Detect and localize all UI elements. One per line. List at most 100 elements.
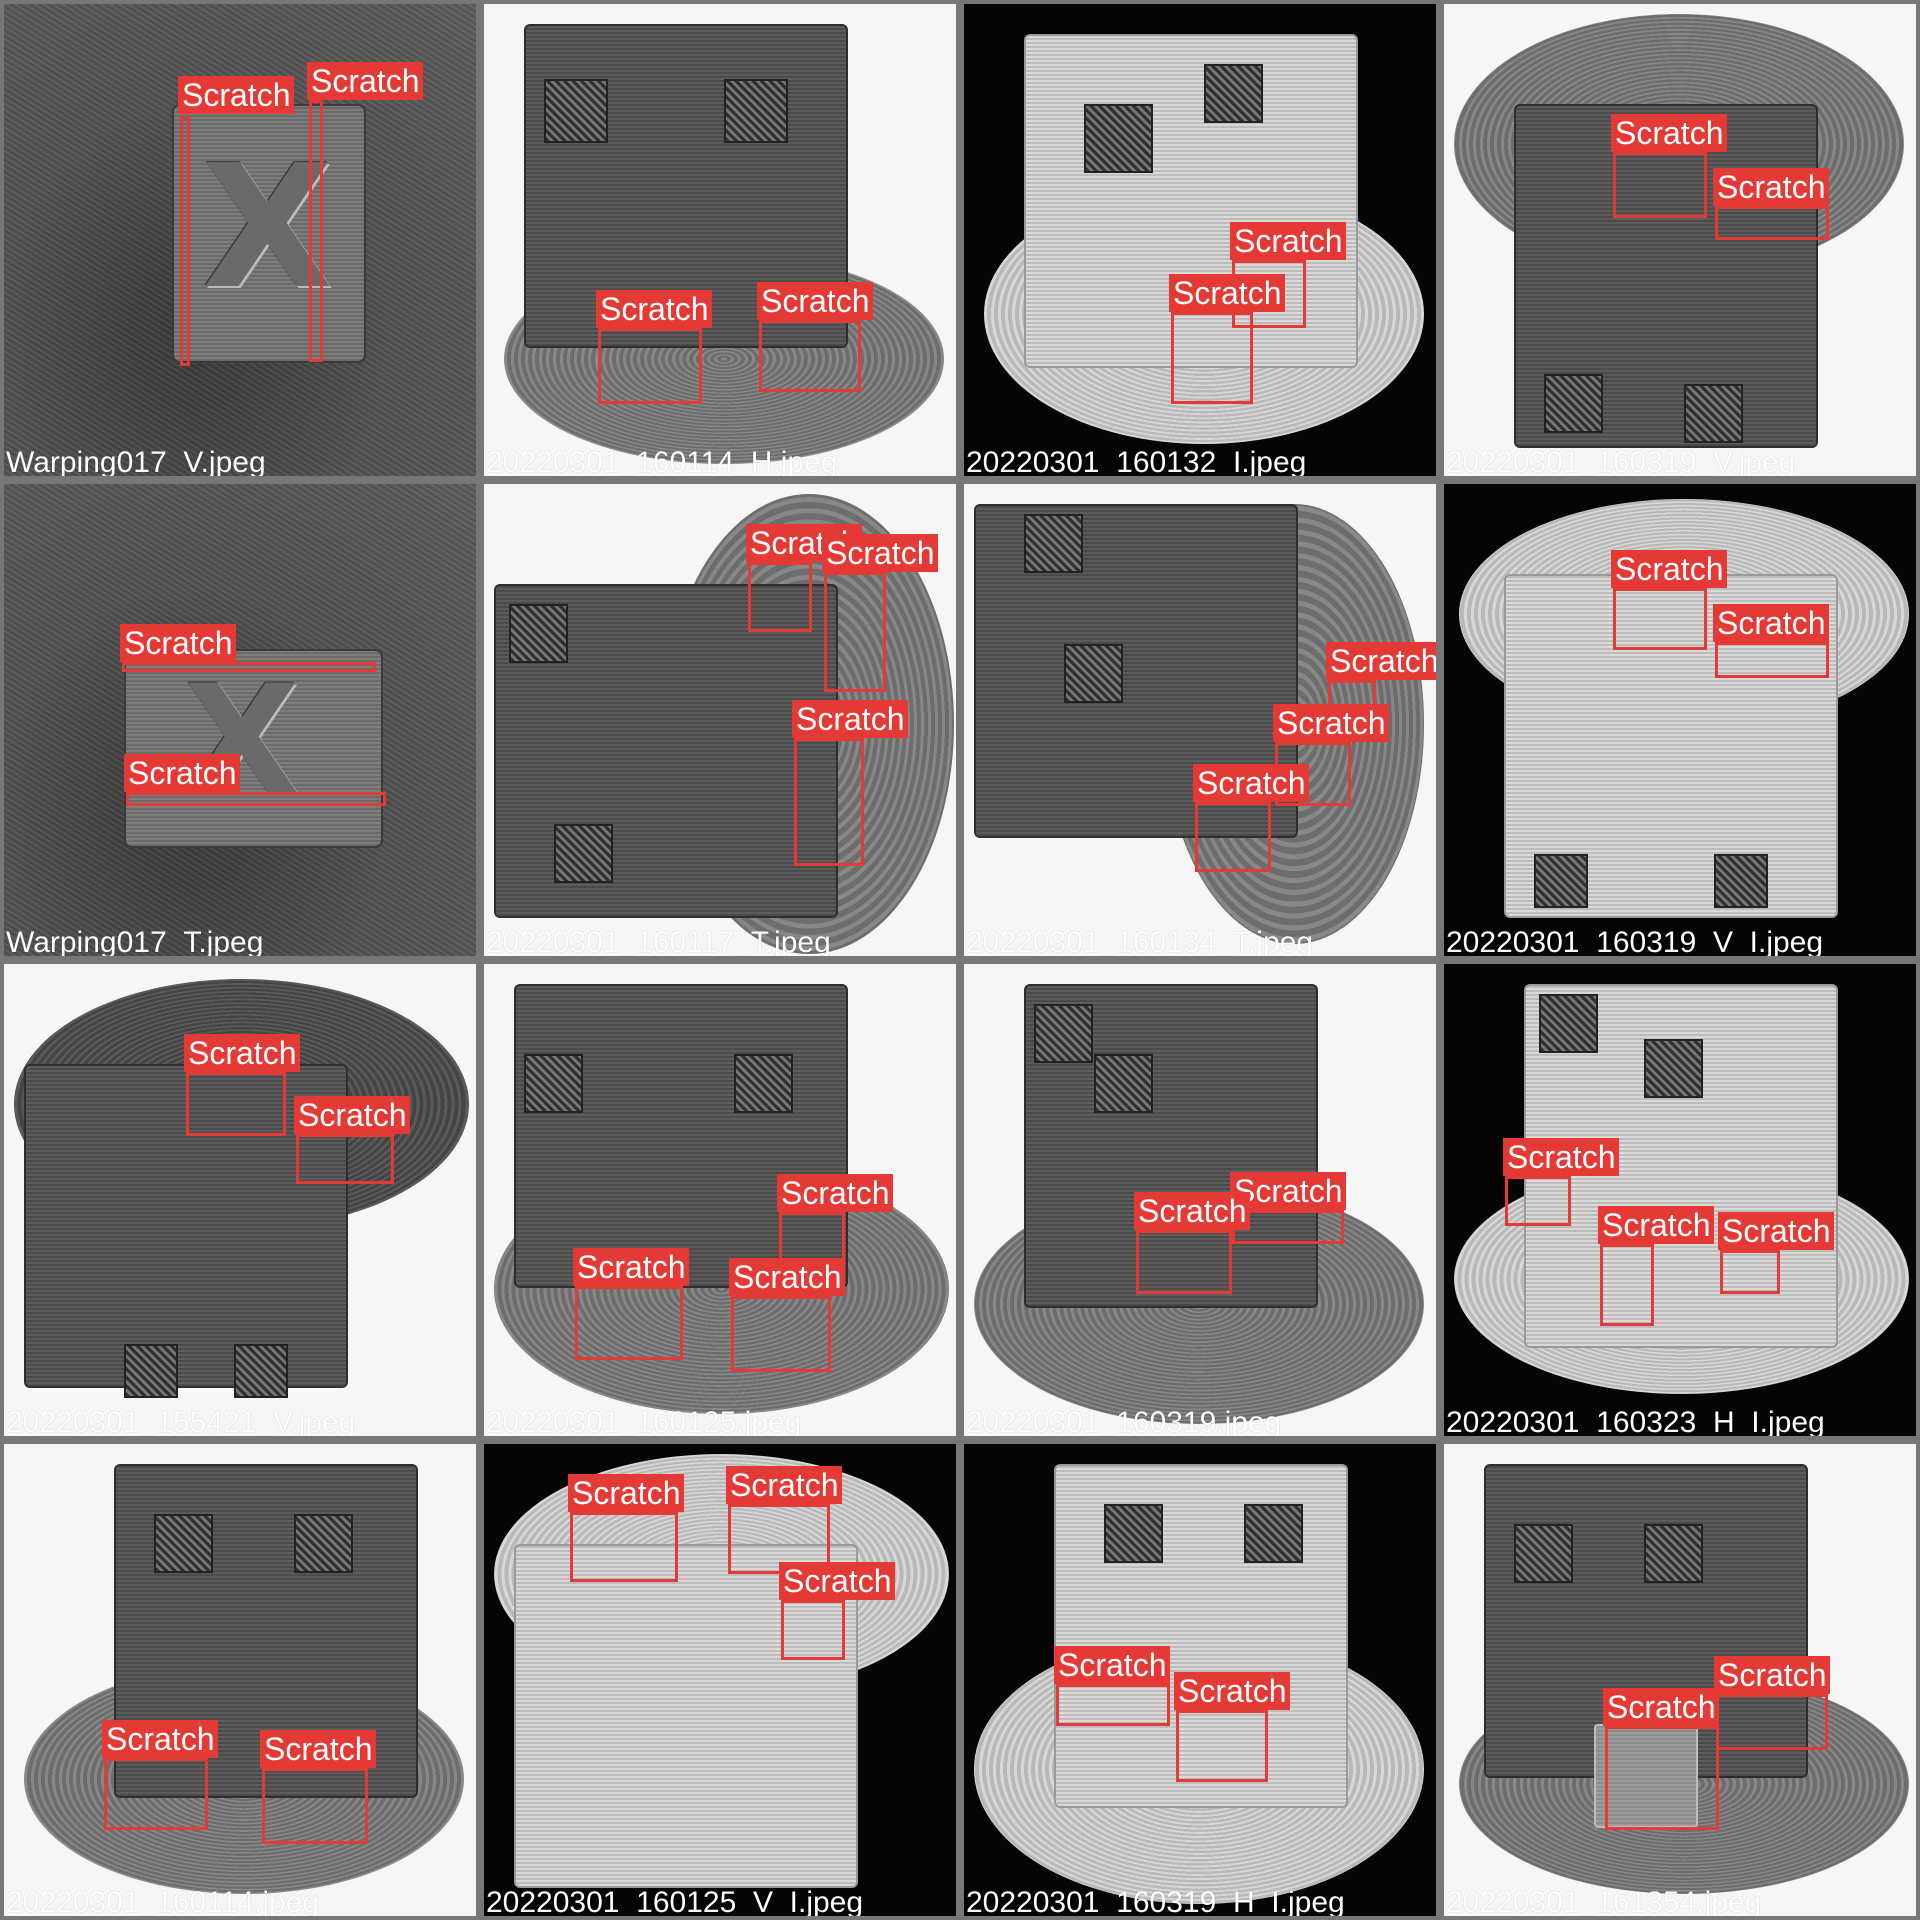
photo: Scratch Scratch Scratch xyxy=(964,484,1436,956)
pillar-cap xyxy=(1544,374,1603,433)
detection-label: Scratch xyxy=(102,1720,219,1758)
detection-label: Scratch xyxy=(1174,1672,1291,1710)
detection-label: Scratch xyxy=(178,76,295,114)
detection-label: Scratch xyxy=(726,1466,843,1504)
pillar-cap xyxy=(1244,1504,1303,1563)
detection-label: Scratch xyxy=(1134,1192,1251,1230)
detection-label: Scratch xyxy=(1230,222,1347,260)
pillar-cap xyxy=(1104,1504,1163,1563)
pillar-cap xyxy=(524,1054,583,1113)
tile-16: Scratch Scratch 20220301_161354.jpeg xyxy=(1440,1440,1920,1920)
image-filename: 20220301_160125_V_I.jpeg xyxy=(486,1886,864,1919)
printed-cube xyxy=(172,104,366,363)
tile-11: Scratch Scratch 20220301_160319.jpeg xyxy=(960,960,1440,1440)
detection-box xyxy=(104,1758,208,1830)
tile-8: Scratch Scratch 20220301_160319_V_I.jpeg xyxy=(1440,480,1920,960)
pillar-cap xyxy=(1084,104,1153,173)
pillar-cap xyxy=(509,604,568,663)
photo: Scratch Scratch xyxy=(1444,484,1916,956)
pillar-cap xyxy=(1644,1039,1703,1098)
detection-label: Scratch xyxy=(1230,1172,1347,1210)
image-filename: Warping017_T.jpeg xyxy=(6,926,264,959)
tile-6: Scratch Scratch Scratch 20220301_160117_… xyxy=(480,480,960,960)
tile-14: Scratch Scratch Scratch 20220301_160125_… xyxy=(480,1440,960,1920)
detection-box xyxy=(1716,1694,1828,1750)
pillar-cap xyxy=(234,1344,288,1398)
image-filename: 20220301_160319.jpeg xyxy=(966,1406,1282,1439)
x-emboss: X xyxy=(184,654,300,828)
printed-cube xyxy=(124,649,383,848)
pillar-cap xyxy=(294,1514,353,1573)
detection-label: Scratch xyxy=(1718,1212,1835,1250)
image-filename: 20220301_160125.jpeg xyxy=(486,1406,802,1439)
tile-1: X Scratch Scratch Warping017_V.jpeg xyxy=(0,0,480,480)
image-filename: 20220301_155421_V.jpeg xyxy=(6,1406,356,1439)
detection-label: Scratch xyxy=(1169,274,1286,312)
detection-box xyxy=(748,562,812,632)
tile-9: Scratch Scratch 20220301_155421_V.jpeg xyxy=(0,960,480,1440)
detection-label: Scratch xyxy=(1273,704,1390,742)
detection-label: Scratch xyxy=(573,1248,690,1286)
photo: Scratch Scratch xyxy=(964,1444,1436,1916)
detection-label: Scratch xyxy=(779,1562,896,1600)
tile-3: Scratch Scratch 20220301_160132_I.jpeg xyxy=(960,0,1440,480)
detection-box xyxy=(1613,588,1707,650)
detection-box xyxy=(1136,1230,1232,1294)
pillar-cap xyxy=(1644,1524,1703,1583)
image-filename: Warping017_V.jpeg xyxy=(6,446,266,479)
pillar-cap xyxy=(1204,64,1263,123)
detection-label: Scratch xyxy=(568,1474,685,1512)
image-filename: 20220301_160319_V.jpeg xyxy=(1446,446,1796,479)
image-filename: 20220301_160319_H_I.jpeg xyxy=(966,1886,1345,1919)
detection-box xyxy=(598,328,702,404)
image-filename: 20220301_161354.jpeg xyxy=(1446,1886,1762,1919)
detection-box xyxy=(1195,802,1271,872)
pillar-cap xyxy=(544,79,608,143)
printed-part xyxy=(514,984,848,1288)
detection-label: Scratch xyxy=(822,534,939,572)
detection-box xyxy=(1176,1710,1268,1782)
detection-label: Scratch xyxy=(792,700,909,738)
pillar-cap xyxy=(1064,644,1123,703)
tile-15: Scratch Scratch 20220301_160319_H_I.jpeg xyxy=(960,1440,1440,1920)
detection-box xyxy=(262,1768,368,1844)
image-filename: 20220301_160134_T.jpeg xyxy=(966,926,1314,959)
photo: Scratch Scratch Scratch xyxy=(484,484,956,956)
pillar-cap xyxy=(154,1514,213,1573)
image-filename: 20220301_160132_I.jpeg xyxy=(966,446,1307,479)
detection-label: Scratch xyxy=(124,754,241,792)
detection-box xyxy=(309,100,323,362)
photo: Scratch Scratch Scratch xyxy=(484,964,956,1436)
detection-label: Scratch xyxy=(1193,764,1310,802)
detection-label: Scratch xyxy=(1598,1206,1715,1244)
detection-label: Scratch xyxy=(260,1730,377,1768)
detection-box xyxy=(1715,642,1829,678)
tile-5: X Scratch Scratch Warping017_T.jpeg xyxy=(0,480,480,960)
photo: Scratch Scratch Scratch xyxy=(1444,964,1916,1436)
detection-label: Scratch xyxy=(1713,168,1830,206)
detection-label: Scratch xyxy=(757,282,874,320)
detection-label: Scratch xyxy=(1054,1646,1171,1684)
photo: Scratch Scratch xyxy=(1444,1444,1916,1916)
detection-box xyxy=(296,1134,394,1184)
pillar-cap xyxy=(1714,854,1768,908)
image-filename: 20220301_160319_V_I.jpeg xyxy=(1446,926,1824,959)
detection-box xyxy=(794,738,864,866)
detection-box xyxy=(731,1296,831,1372)
detection-label: Scratch xyxy=(1503,1138,1620,1176)
image-filename: 20220301_160114.jpeg xyxy=(6,1886,320,1919)
detection-box xyxy=(126,792,386,806)
pillar-cap xyxy=(124,1344,178,1398)
detection-label: Scratch xyxy=(1713,604,1830,642)
tile-10: Scratch Scratch Scratch 20220301_160125.… xyxy=(480,960,960,1440)
tile-12: Scratch Scratch Scratch 20220301_160323_… xyxy=(1440,960,1920,1440)
photo: Scratch Scratch xyxy=(964,4,1436,476)
detection-box xyxy=(759,320,861,392)
detection-label: Scratch xyxy=(1603,1688,1720,1726)
tile-7: Scratch Scratch Scratch 20220301_160134_… xyxy=(960,480,1440,960)
detection-box xyxy=(570,1512,678,1582)
detection-box xyxy=(824,572,886,692)
image-filename: 20220301_160323_H_I.jpeg xyxy=(1446,1406,1825,1439)
detection-label: Scratch xyxy=(1326,642,1436,680)
detection-box xyxy=(1505,1176,1571,1226)
